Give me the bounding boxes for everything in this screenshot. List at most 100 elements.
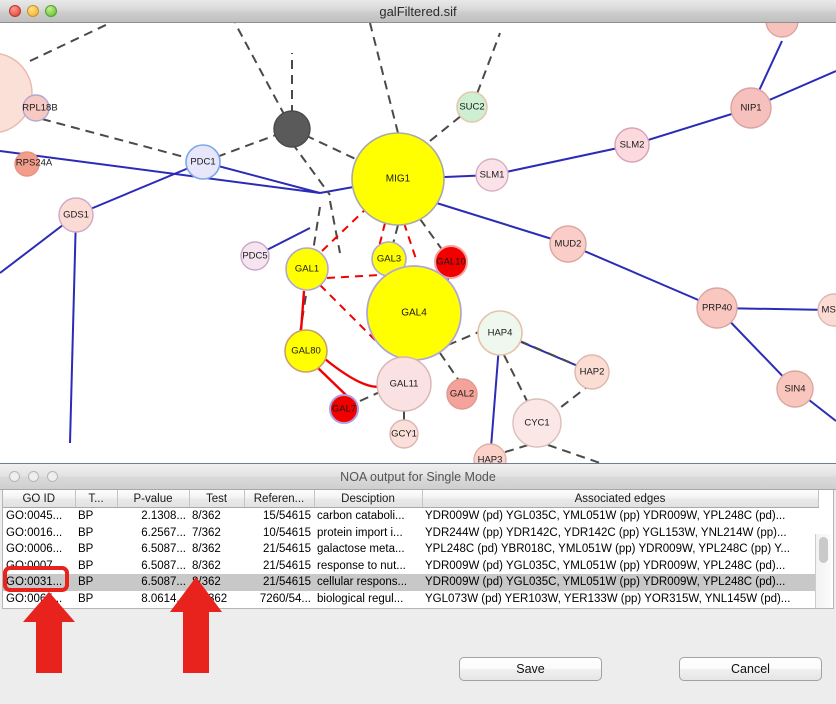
go-results-table: GO ID T... P-value Test Referen... Desci… (3, 490, 819, 609)
cell-reference: 21/54615 (244, 574, 314, 591)
graph-node (765, 23, 799, 38)
graph-node (389, 419, 419, 449)
cell-go-id: GO:0007... (6, 559, 63, 572)
graph-node (574, 354, 610, 390)
graph-node (477, 310, 523, 356)
cell-type: BP (78, 526, 94, 539)
graph-node (549, 225, 587, 263)
graph-node (14, 151, 40, 177)
cell-test: 7/362 (192, 526, 221, 539)
graph-node (730, 87, 772, 129)
graph-node (0, 53, 33, 133)
table-row-selected[interactable]: GO:0031... BP 6.5087... 8/362 21/54615 c… (3, 574, 818, 591)
col-header-description[interactable]: Desciption (314, 490, 423, 508)
cancel-button[interactable]: Cancel (679, 657, 822, 681)
cell-description: cellular respons... (314, 574, 422, 591)
graph-node (284, 329, 328, 373)
graph-node (185, 144, 221, 180)
table-scrollbar-thumb[interactable] (819, 537, 828, 563)
cell-reference: 21/54615 (263, 559, 311, 572)
graph-node (473, 443, 507, 463)
cell-reference: 10/54615 (263, 526, 311, 539)
cell-description: galactose meta... (317, 543, 405, 556)
cell-go-id: GO:0065... (6, 592, 63, 605)
col-header-reference[interactable]: Referen... (244, 490, 315, 508)
graph-node (351, 132, 445, 226)
cell-edges: YDR009W (pd) YGL035C, YML051W (pp) YDR00… (425, 510, 786, 522)
edges-highlight-dashed (319, 204, 417, 344)
graph-node (22, 94, 50, 122)
close-icon[interactable] (9, 5, 21, 17)
graph-node (696, 287, 738, 329)
col-header-p-value[interactable]: P-value (117, 490, 190, 508)
minimize-icon[interactable] (27, 5, 39, 17)
zoom-icon[interactable] (45, 5, 57, 17)
col-header-type[interactable]: T... (75, 490, 118, 508)
cell-p-value: 6.2567... (141, 526, 186, 539)
cell-p-value: 6.5087... (117, 574, 189, 591)
cell-go-id: GO:0031... (3, 574, 75, 591)
graph-node (376, 356, 432, 412)
graph-node (776, 370, 814, 408)
noa-zoom-icon[interactable] (47, 471, 58, 482)
graph-node (456, 91, 488, 123)
col-header-go-id[interactable]: GO ID (3, 490, 76, 508)
graph-node (285, 247, 329, 291)
table-row[interactable]: GO:0065... BP 8.0614... 94/362 7260/54..… (3, 591, 818, 608)
noa-close-icon[interactable] (9, 471, 20, 482)
cell-edges: YFR034C (pd) YBR093C, YDR009W (pd) YGL03… (422, 608, 818, 609)
cell-reference: 105/546... (244, 608, 314, 609)
cell-description: response to nut... (317, 559, 406, 572)
col-header-test[interactable]: Test (189, 490, 245, 508)
cell-test: 8/362 (192, 543, 221, 556)
col-header-associated-edges[interactable]: Associated edges (422, 490, 819, 508)
graph-node (475, 158, 509, 192)
graph-node (614, 127, 650, 163)
cell-type: BP (78, 510, 94, 522)
cell-description: carbon cataboli... (317, 510, 405, 522)
cell-type: BP (75, 574, 117, 591)
table-row[interactable]: GO:0006... BP 6.5087... 8/362 21/54615 g… (3, 541, 818, 558)
edges-genetic (29, 23, 601, 463)
graph-node-dark (273, 110, 311, 148)
cell-type: BP (78, 543, 94, 556)
cell-go-id: GO:0006... (6, 543, 63, 556)
noa-minimize-icon[interactable] (28, 471, 39, 482)
table-body: GO:0045... BP 2.1308... 8/362 15/54615 c… (3, 508, 818, 609)
graph-nodes: RPL18B RPS24A GDS1 PDC1 PDC5 SUC2 MIG1 S… (0, 23, 836, 463)
cell-description: protein import i... (317, 526, 403, 539)
cell-edges: YPL248C (pd) YBR018C, YML051W (pp) YDR00… (425, 543, 791, 556)
graph-node (58, 197, 94, 233)
noa-panel-title: NOA output for Single Mode (340, 470, 496, 484)
table-row[interactable]: GO:0031... BP 1.3324... 11/362 105/546..… (3, 608, 818, 609)
cell-p-value: 6.5087... (141, 559, 186, 572)
edges-physical (0, 40, 836, 461)
cell-edges: YDR009W (pd) YGL035C, YML051W (pp) YDR00… (425, 559, 786, 572)
cell-type: BP (78, 592, 94, 605)
noa-traffic-lights (9, 471, 58, 482)
table-row[interactable]: GO:0045... BP 2.1308... 8/362 15/54615 c… (3, 508, 818, 525)
table-vertical-scrollbar[interactable] (815, 534, 831, 608)
table-row[interactable]: GO:0016... BP 6.2567... 7/362 10/54615 p… (3, 525, 818, 542)
graph-node (512, 398, 562, 448)
cell-type: BP (78, 559, 94, 572)
table-row[interactable]: GO:0007... BP 6.5087... 8/362 21/54615 r… (3, 558, 818, 575)
cell-go-id: GO:0045... (6, 510, 63, 522)
cell-test: 8/362 (192, 510, 221, 522)
window-titlebar: galFiltered.sif (0, 0, 836, 23)
window-title: galFiltered.sif (379, 4, 457, 19)
noa-titlebar: NOA output for Single Mode (0, 464, 836, 490)
cell-reference: 7260/54... (259, 592, 311, 605)
cell-type: BP (75, 608, 117, 609)
network-canvas[interactable]: RPL18B RPS24A GDS1 PDC1 PDC5 SUC2 MIG1 S… (0, 23, 836, 463)
cell-description: biological regul... (317, 592, 404, 605)
graph-node (434, 245, 468, 279)
table-header-row: GO ID T... P-value Test Referen... Desci… (3, 490, 819, 508)
graph-node (329, 394, 359, 424)
save-button[interactable]: Save (459, 657, 602, 681)
cell-description: response to nut... (314, 608, 422, 609)
go-results-table-wrap[interactable]: GO ID T... P-value Test Referen... Desci… (2, 490, 834, 609)
cell-p-value: 2.1308... (141, 510, 186, 522)
graph-node (446, 378, 478, 410)
